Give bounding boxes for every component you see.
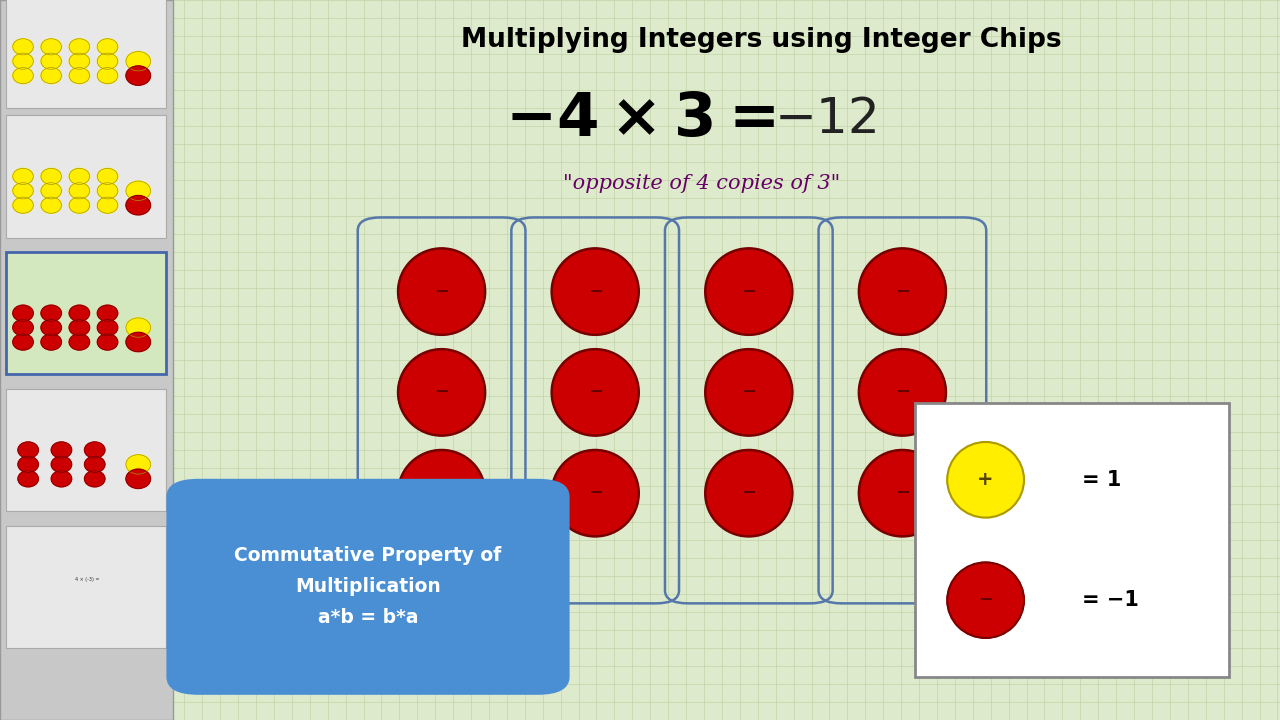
Text: −: − xyxy=(978,591,993,609)
Ellipse shape xyxy=(13,53,33,69)
Ellipse shape xyxy=(41,197,61,213)
Ellipse shape xyxy=(69,168,90,184)
Ellipse shape xyxy=(859,248,946,335)
Ellipse shape xyxy=(97,183,118,199)
Ellipse shape xyxy=(705,450,792,536)
Ellipse shape xyxy=(859,450,946,536)
Ellipse shape xyxy=(13,334,33,350)
Ellipse shape xyxy=(947,442,1024,518)
Ellipse shape xyxy=(41,168,61,184)
Bar xyxy=(6,0,166,108)
FancyBboxPatch shape xyxy=(166,479,570,695)
Bar xyxy=(6,252,166,374)
Ellipse shape xyxy=(859,349,946,436)
Text: Commutative Property of
Multiplication
a*b = b*a: Commutative Property of Multiplication a… xyxy=(234,546,502,627)
Text: −: − xyxy=(434,282,449,301)
Ellipse shape xyxy=(69,68,90,84)
Ellipse shape xyxy=(69,320,90,336)
Ellipse shape xyxy=(705,349,792,436)
Text: −: − xyxy=(741,484,756,503)
Ellipse shape xyxy=(13,68,33,84)
Bar xyxy=(6,115,166,238)
Bar xyxy=(6,526,166,648)
Ellipse shape xyxy=(13,197,33,213)
Ellipse shape xyxy=(125,196,151,215)
Ellipse shape xyxy=(97,305,118,321)
Ellipse shape xyxy=(41,305,61,321)
Ellipse shape xyxy=(13,305,33,321)
Ellipse shape xyxy=(13,183,33,199)
Text: = −1: = −1 xyxy=(1082,590,1138,610)
Ellipse shape xyxy=(947,562,1024,638)
Ellipse shape xyxy=(69,39,90,55)
Ellipse shape xyxy=(41,68,61,84)
Bar xyxy=(6,389,166,511)
Ellipse shape xyxy=(97,168,118,184)
Ellipse shape xyxy=(125,469,151,488)
Ellipse shape xyxy=(705,248,792,335)
Ellipse shape xyxy=(125,181,151,200)
Ellipse shape xyxy=(51,456,72,472)
Ellipse shape xyxy=(13,320,33,336)
Ellipse shape xyxy=(13,39,33,55)
Bar xyxy=(0,0,173,720)
Text: −: − xyxy=(588,282,603,301)
Text: −: − xyxy=(895,282,910,301)
Ellipse shape xyxy=(97,320,118,336)
Text: = 1: = 1 xyxy=(1082,470,1121,490)
Ellipse shape xyxy=(13,168,33,184)
Ellipse shape xyxy=(41,53,61,69)
Text: −: − xyxy=(895,383,910,401)
Ellipse shape xyxy=(552,349,639,436)
Ellipse shape xyxy=(69,197,90,213)
Ellipse shape xyxy=(51,471,72,487)
Ellipse shape xyxy=(69,334,90,350)
Ellipse shape xyxy=(18,456,38,472)
Ellipse shape xyxy=(69,183,90,199)
Ellipse shape xyxy=(398,450,485,536)
Text: $-12$: $-12$ xyxy=(774,94,877,143)
Ellipse shape xyxy=(125,66,151,85)
Text: −: − xyxy=(741,383,756,401)
Ellipse shape xyxy=(41,183,61,199)
Text: +: + xyxy=(978,470,993,490)
Ellipse shape xyxy=(41,320,61,336)
Ellipse shape xyxy=(18,442,38,458)
Text: −: − xyxy=(434,383,449,401)
Text: Multiplying Integers using Integer Chips: Multiplying Integers using Integer Chips xyxy=(461,27,1062,53)
Ellipse shape xyxy=(97,197,118,213)
Ellipse shape xyxy=(41,334,61,350)
Ellipse shape xyxy=(97,39,118,55)
Ellipse shape xyxy=(51,442,72,458)
Ellipse shape xyxy=(125,52,151,71)
Ellipse shape xyxy=(97,53,118,69)
Ellipse shape xyxy=(552,450,639,536)
Ellipse shape xyxy=(41,39,61,55)
Ellipse shape xyxy=(398,349,485,436)
Ellipse shape xyxy=(18,471,38,487)
Text: −: − xyxy=(588,484,603,503)
Text: 4 × (-3) =: 4 × (-3) = xyxy=(74,577,100,582)
Text: −: − xyxy=(434,484,449,503)
Ellipse shape xyxy=(125,333,151,351)
Ellipse shape xyxy=(69,305,90,321)
Ellipse shape xyxy=(97,68,118,84)
Ellipse shape xyxy=(84,456,105,472)
Text: $\mathbf{-4 \times 3 =}$: $\mathbf{-4 \times 3 =}$ xyxy=(506,89,774,149)
Ellipse shape xyxy=(552,248,639,335)
Text: −: − xyxy=(895,484,910,503)
Ellipse shape xyxy=(84,442,105,458)
Ellipse shape xyxy=(125,455,151,474)
Ellipse shape xyxy=(398,248,485,335)
Text: −: − xyxy=(588,383,603,401)
Text: "opposite of 4 copies of 3": "opposite of 4 copies of 3" xyxy=(563,174,841,193)
Ellipse shape xyxy=(84,471,105,487)
Text: −: − xyxy=(741,282,756,301)
Ellipse shape xyxy=(97,334,118,350)
Ellipse shape xyxy=(125,318,151,337)
Ellipse shape xyxy=(69,53,90,69)
Bar xyxy=(915,403,1229,677)
